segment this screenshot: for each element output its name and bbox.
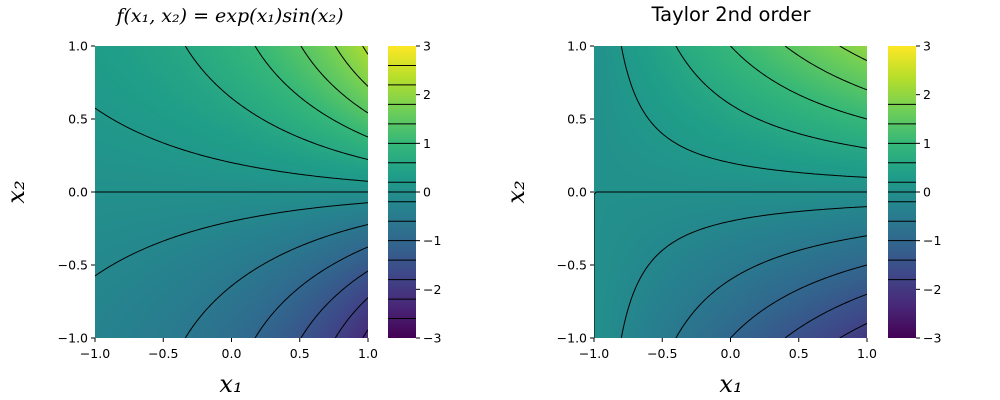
x-tick-label: −0.5 [647, 346, 677, 361]
x-tick-label: 1.0 [857, 346, 877, 361]
colorbar-tick-label: 3 [423, 39, 431, 54]
contour-line [784, 293, 867, 338]
y-tick-label: 0.5 [567, 112, 587, 127]
contour-lines [594, 46, 867, 338]
contour-line [300, 46, 368, 114]
x-axis-ticks: −1.0 −0.5 0.0 0.5 1.0 [80, 338, 378, 361]
heatmap-plot-area [594, 46, 867, 338]
colorbar-tick-label: 0 [923, 185, 931, 200]
contour-line [300, 270, 368, 338]
y-tick-label: 1.0 [567, 39, 587, 54]
x-tick-label: 0.0 [721, 346, 741, 361]
contour-line [362, 329, 368, 338]
x-tick-label: 0.0 [222, 346, 242, 361]
chart-title: Taylor 2nd order [650, 3, 811, 26]
x-tick-label: −1.0 [579, 346, 609, 361]
contour-line [184, 46, 368, 160]
x-tick-label: 1.0 [358, 346, 378, 361]
contour-lines [95, 46, 368, 338]
contour-line [730, 264, 867, 338]
contour-line [620, 46, 867, 178]
contour-line [839, 46, 867, 62]
y-axis-label: x₂ [502, 180, 530, 203]
y-tick-label: 0.0 [68, 185, 88, 200]
contour-line [784, 46, 867, 91]
contour-line [334, 46, 368, 87]
contour-line [254, 246, 368, 338]
x-tick-label: −0.5 [148, 346, 178, 361]
colorbar-tick-label: −2 [423, 282, 441, 297]
colorbar-tick-label: −3 [423, 331, 441, 346]
contour-line [839, 322, 867, 338]
x-tick-label: 0.5 [789, 346, 809, 361]
colorbar: −3 −2 −1 0 1 2 3 [888, 39, 941, 346]
y-tick-label: −0.5 [557, 258, 587, 273]
y-tick-label: 1.0 [68, 39, 88, 54]
contour-line [730, 46, 867, 120]
colorbar-tick-label: 3 [923, 39, 931, 54]
chart-title: f(x₁, x₂) = exp(x₁)sin(x₂) [114, 5, 343, 27]
colorbar-tick-label: 1 [423, 136, 431, 151]
panel-taylor: Taylor 2nd order −3 −2 −1 0 1 2 3 −1.0 −0.5 0.0 0… [502, 3, 941, 398]
y-tick-label: 0.5 [68, 112, 88, 127]
colorbar-tick-label: 2 [423, 87, 431, 102]
x-axis-ticks: −1.0 −0.5 0.0 0.5 1.0 [579, 338, 877, 361]
y-tick-label: −0.5 [58, 258, 88, 273]
contour-line [95, 107, 368, 182]
contour-line [362, 46, 368, 55]
panel-exact: f(x₁, x₂) = exp(x₁)sin(x₂) −3 −2 −1 0 1 2 3 −1… [2, 5, 441, 398]
y-axis-label: x₂ [2, 180, 30, 203]
colorbar-tick-label: −1 [923, 233, 941, 248]
x-tick-label: −1.0 [80, 346, 110, 361]
colorbar-tick-label: 1 [923, 136, 931, 151]
x-axis-label: x₁ [719, 370, 742, 398]
contour-line [184, 224, 368, 338]
y-tick-label: −1.0 [58, 331, 88, 346]
contour-line [675, 235, 867, 338]
y-axis-ticks: −1.0 −0.5 0.0 0.5 1.0 [557, 39, 594, 346]
y-tick-label: 0.0 [567, 185, 587, 200]
y-tick-label: −1.0 [557, 331, 587, 346]
x-axis-label: x₁ [219, 370, 242, 398]
x-tick-label: 0.5 [290, 346, 310, 361]
colorbar-tick-label: −3 [923, 331, 941, 346]
contour-line [620, 206, 867, 338]
colorbar: −3 −2 −1 0 1 2 3 [388, 39, 441, 346]
colorbar-tick-label: −1 [423, 233, 441, 248]
y-axis-ticks: −1.0 −0.5 0.0 0.5 1.0 [58, 39, 95, 346]
contour-line [95, 202, 368, 277]
contour-line [334, 297, 368, 338]
contour-line [254, 46, 368, 138]
colorbar-tick-label: 0 [423, 185, 431, 200]
heatmap-plot-area [95, 46, 368, 338]
contour-line [594, 191, 867, 338]
contour-line [675, 46, 867, 149]
colorbar-tick-label: −2 [923, 282, 941, 297]
colorbar-tick-label: 2 [923, 87, 931, 102]
